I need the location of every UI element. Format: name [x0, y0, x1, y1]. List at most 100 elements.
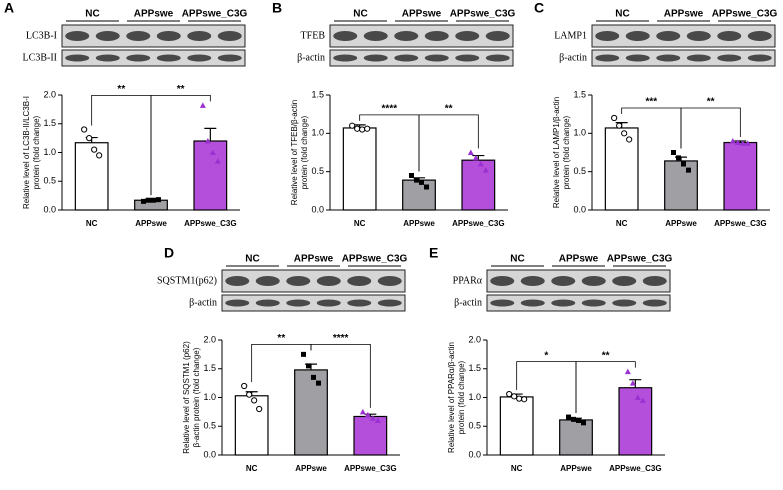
blot-band	[747, 31, 772, 41]
blot-band	[347, 299, 372, 307]
data-point	[241, 382, 248, 390]
significance-label: **	[707, 97, 715, 108]
blot-band	[424, 54, 449, 62]
significance-label: ****	[333, 333, 349, 344]
data-point	[209, 149, 216, 155]
y-axis-label: Relative level of TFEB/β-actinprotein (f…	[290, 100, 309, 205]
data-point	[146, 197, 151, 203]
data-point	[477, 161, 484, 167]
blot-strip	[329, 24, 514, 48]
y-tick-label: 1.5	[468, 363, 481, 373]
blot-band	[455, 54, 480, 62]
blot-band	[747, 54, 772, 62]
data-point	[634, 394, 641, 400]
data-point	[364, 125, 371, 132]
error-bar	[734, 140, 747, 143]
data-point	[729, 138, 736, 144]
y-tick-label: 0.5	[43, 176, 56, 186]
y-tick-label: 1.5	[203, 363, 216, 373]
panel: B NC APPswe APPswe_C3G TFEB β-actin 0.0 0.5 1.0 1…	[272, 0, 516, 228]
data-point	[156, 197, 161, 203]
data-point	[629, 380, 636, 386]
blot-band	[126, 31, 151, 41]
data-point	[626, 136, 633, 143]
blot-band	[394, 54, 419, 62]
x-tick-label: APPswe	[560, 464, 592, 473]
data-point	[419, 179, 424, 185]
significance-bracket	[680, 107, 741, 149]
y-axis-label-line: Relative level of LC3B-II/LC3B-I	[22, 96, 31, 209]
x-tick-label: APPswe	[403, 219, 435, 228]
blot-group-label: NC	[245, 254, 259, 265]
y-axis-label-line: Relative level of SQSTM1 (p62)	[182, 341, 191, 454]
blot-strip	[329, 49, 514, 67]
blot-group-label: NC	[510, 254, 524, 265]
y-tick-label: 2.0	[203, 334, 216, 344]
data-point	[409, 173, 414, 178]
blot-band	[286, 299, 311, 307]
blot-strip	[591, 49, 776, 67]
blot-band	[485, 54, 510, 62]
y-tick-label: 1.0	[203, 392, 216, 402]
blot-band	[95, 54, 120, 62]
data-point	[744, 140, 751, 146]
error-bar	[472, 154, 485, 161]
blot-group-label: APPswe_C3G	[607, 254, 673, 265]
y-axis-label-line: protein (fold change)	[562, 115, 571, 189]
significance-label: **	[602, 350, 610, 361]
bar	[402, 179, 436, 211]
data-point	[472, 154, 479, 161]
blot-band	[187, 31, 212, 41]
blot-band	[686, 31, 711, 41]
blot-band	[642, 276, 667, 286]
blot-band	[656, 54, 681, 62]
blot-band	[286, 276, 311, 286]
blot-strip	[61, 49, 246, 67]
blot-band	[485, 31, 510, 41]
significance-label: *	[544, 350, 548, 361]
x-tick-label: NC	[511, 464, 523, 473]
blot-row-label: β-actin	[189, 297, 217, 308]
y-axis-label: Relative level of SQSTM1 (p62)β-actin pr…	[182, 341, 201, 454]
data-point	[81, 126, 88, 133]
blot-band	[217, 54, 242, 62]
data-point	[521, 396, 528, 403]
blot-band	[225, 276, 250, 286]
data-point	[256, 405, 263, 413]
data-point	[214, 158, 221, 164]
x-tick-label: NC	[86, 219, 98, 228]
panel-label: A	[4, 0, 14, 16]
blot-band	[255, 276, 280, 286]
bar	[664, 160, 698, 211]
data-point	[616, 122, 623, 129]
blot-band	[625, 31, 650, 41]
panel: C NC APPswe APPswe_C3G LAMP1 β-actin 0.0 0.5 1.0…	[534, 0, 778, 228]
data-point	[624, 368, 631, 375]
blot-band	[363, 54, 388, 62]
blot-band	[581, 299, 606, 307]
y-axis-label-line: protein (fold change)	[32, 115, 41, 189]
blot-band	[686, 54, 711, 62]
blot-strip	[486, 269, 671, 293]
blot-band	[424, 31, 449, 41]
blot-band	[595, 31, 620, 41]
blot-group-label: APPswe_C3G	[450, 9, 516, 20]
data-point	[349, 122, 356, 129]
y-axis-label-line: protein (fold change)	[300, 115, 309, 189]
significance-label: **	[277, 333, 285, 344]
data-point	[676, 155, 681, 161]
blot-row-label: LAMP1	[554, 30, 587, 41]
data-point	[424, 184, 429, 190]
bar	[353, 415, 388, 456]
data-point	[86, 135, 93, 142]
blot-band	[717, 31, 742, 41]
y-tick-label: 0.5	[311, 166, 324, 176]
y-tick-label: 0.5	[468, 421, 481, 431]
significance-label: **	[177, 84, 185, 95]
blot-row-label: SQSTM1(p62)	[157, 275, 217, 286]
blot-band	[187, 54, 212, 62]
data-point	[611, 114, 618, 122]
data-point	[581, 420, 586, 426]
blot-band	[225, 299, 250, 307]
blot-band	[520, 276, 545, 286]
